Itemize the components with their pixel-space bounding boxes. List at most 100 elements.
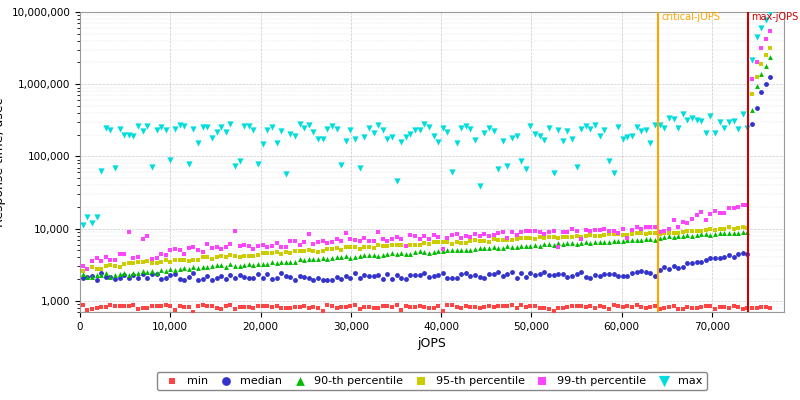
max [358,133,370,140]
max [414,127,426,133]
min [478,304,490,310]
median [266,276,278,282]
95-th percentile [510,236,523,242]
95-th percentile [234,254,246,261]
median [709,255,722,262]
99-th percentile [464,234,477,240]
95-th percentile [279,249,292,255]
95-th percentile [492,236,505,243]
max [695,118,708,124]
99-th percentile [496,229,509,235]
99-th percentile [266,242,278,249]
99-th percentile [109,256,122,263]
max [404,131,417,138]
median [594,273,606,280]
max [362,125,375,132]
max [594,132,606,139]
min [367,305,380,311]
median [326,276,338,283]
min [722,304,735,311]
min [390,302,403,308]
min [122,303,135,309]
95-th percentile [598,232,610,238]
min [339,304,352,310]
median [187,270,200,277]
median [764,74,777,81]
median [506,269,518,275]
max [169,126,182,132]
median [164,272,177,279]
min [427,304,440,311]
median [556,271,569,277]
min [515,302,528,309]
median [598,271,610,278]
median [672,264,685,271]
median [104,274,117,280]
90-th percentile [686,232,698,239]
99-th percentile [104,257,117,263]
95-th percentile [146,260,158,266]
max [459,122,472,129]
max [192,140,205,146]
90-th percentile [334,254,347,260]
max [81,214,94,220]
99-th percentile [298,239,310,245]
95-th percentile [446,240,458,247]
min [607,302,620,308]
median [118,272,130,278]
99-th percentile [196,248,209,255]
95-th percentile [109,263,122,269]
min [99,303,112,310]
median [238,274,250,280]
median [714,254,726,261]
99-th percentile [547,227,560,234]
min [598,304,610,310]
99-th percentile [252,243,265,249]
90-th percentile [732,230,745,236]
min [446,302,458,308]
min [298,303,310,309]
median [566,272,578,279]
90-th percentile [316,255,329,262]
95-th percentile [192,257,205,263]
99-th percentile [127,255,140,262]
max [178,123,190,129]
99-th percentile [274,244,287,250]
99-th percentile [722,205,735,212]
99-th percentile [279,244,292,250]
median [284,274,297,280]
median [210,275,223,281]
min [718,304,730,310]
95-th percentile [432,239,445,245]
min [759,304,772,310]
median [542,272,555,278]
median [94,270,107,276]
90-th percentile [616,237,629,244]
90-th percentile [118,270,130,276]
95-th percentile [104,262,117,268]
median [750,104,763,111]
99-th percentile [598,226,610,232]
min [192,303,205,309]
90-th percentile [196,264,209,270]
95-th percentile [321,246,334,252]
99-th percentile [376,236,389,242]
95-th percentile [722,224,735,231]
median [90,276,103,283]
90-th percentile [755,70,768,77]
max [210,129,223,135]
max [94,168,107,174]
min [234,304,246,310]
95-th percentile [519,235,532,242]
max [219,129,232,136]
95-th percentile [704,226,717,232]
95-th percentile [612,230,625,237]
max [718,125,730,131]
95-th percentile [86,264,98,270]
median [159,274,172,281]
99-th percentile [192,246,205,253]
95-th percentile [206,256,218,262]
min [187,308,200,315]
min [399,302,412,309]
90-th percentile [538,241,550,248]
